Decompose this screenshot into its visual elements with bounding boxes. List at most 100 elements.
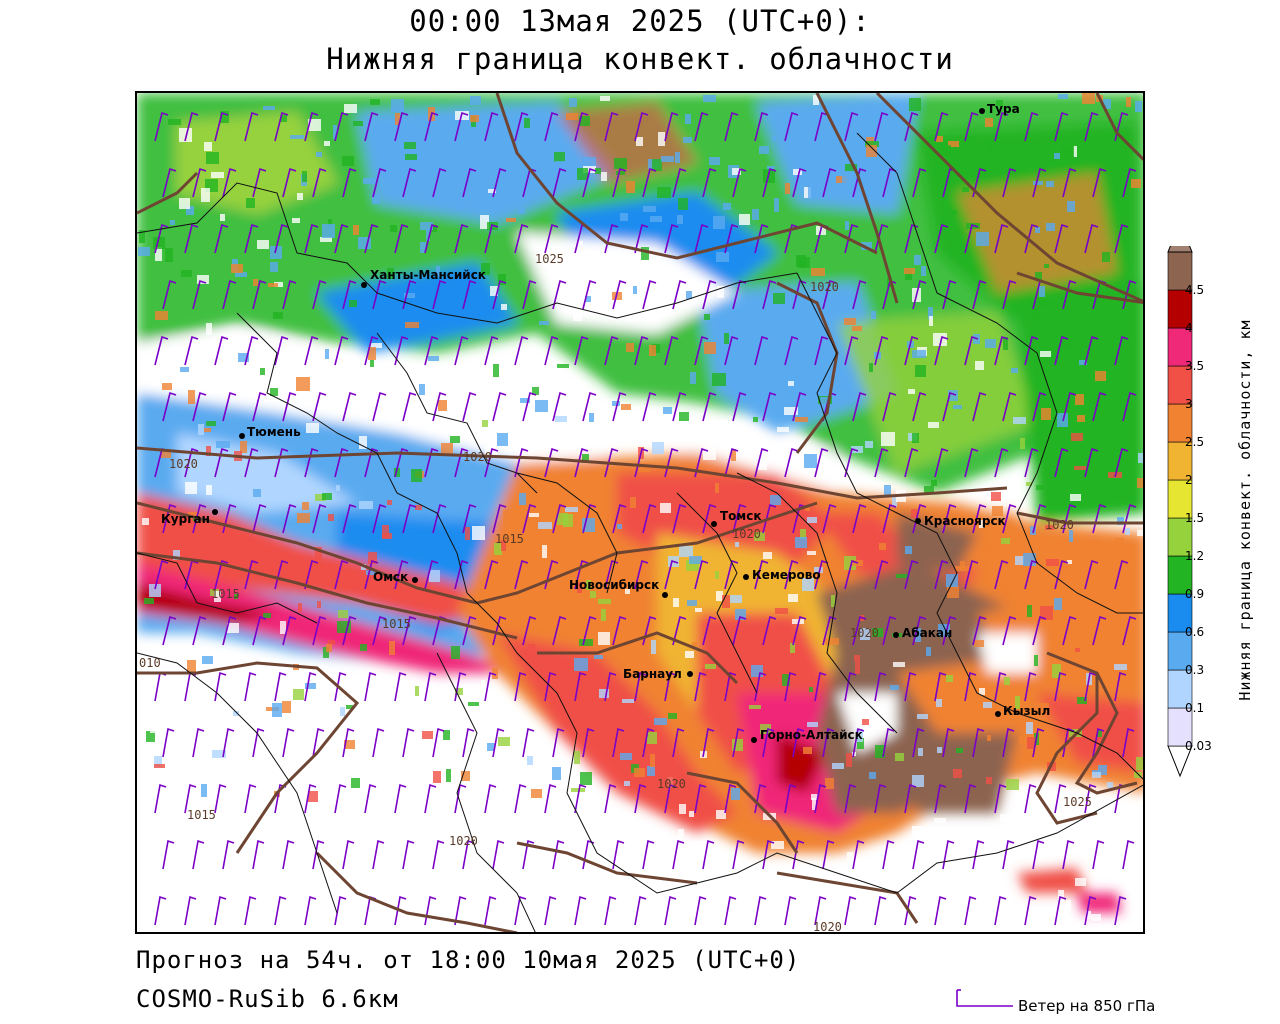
speckle	[326, 644, 332, 652]
wind-barb	[642, 839, 655, 870]
wind-barb	[822, 279, 837, 310]
wind-barb	[184, 783, 197, 814]
wind-barb	[454, 111, 469, 142]
speckle	[1067, 201, 1075, 212]
wind-barb	[192, 391, 207, 422]
city-kurgan[interactable]: Курган	[161, 509, 218, 526]
city-krasnoyarsk[interactable]: Красноярск	[915, 514, 1006, 528]
wind-barb	[1024, 895, 1037, 926]
speckle	[201, 784, 207, 797]
speckle	[214, 591, 221, 602]
speckle	[234, 594, 238, 599]
wind-barb	[454, 895, 467, 926]
wind-barb	[274, 335, 289, 366]
wind-barb	[604, 559, 619, 590]
speckle	[221, 854, 231, 867]
speckle	[470, 96, 481, 105]
speckle	[692, 841, 706, 852]
city-barnaul[interactable]: Барнаул	[623, 667, 693, 681]
wind-barb	[244, 223, 259, 254]
speckle	[985, 118, 993, 127]
speckle	[302, 171, 307, 182]
speckle	[321, 848, 331, 853]
colorbar-tick-label: 3.5	[1185, 359, 1205, 373]
wind-barbs	[154, 111, 1137, 926]
wind-barb	[514, 895, 527, 926]
wind-barb	[874, 447, 889, 478]
wind-barb	[912, 727, 925, 758]
wind-barb	[642, 727, 655, 758]
wind-barb	[732, 391, 747, 422]
speckle	[404, 142, 416, 149]
city-abakan[interactable]: Абакан	[893, 626, 952, 640]
speckle	[306, 423, 319, 433]
wind-barb	[274, 111, 289, 142]
speckle	[1106, 829, 1116, 838]
city-kemerovo[interactable]: Кемерово	[743, 568, 821, 582]
wind-barb	[1084, 895, 1097, 926]
speckle	[360, 644, 367, 651]
speckle	[1077, 415, 1085, 422]
wind-barb	[462, 167, 477, 198]
wind-barb	[582, 727, 595, 758]
speckle	[188, 390, 195, 404]
wind-barb	[822, 615, 837, 646]
speckle	[956, 748, 963, 753]
city-novosibirsk[interactable]: Новосибирск	[569, 578, 668, 598]
speckle	[595, 168, 601, 174]
wind-barb	[732, 615, 747, 646]
speckle	[324, 141, 330, 146]
wind-barb	[904, 671, 917, 702]
wind-barb	[244, 671, 257, 702]
city-omsk[interactable]: Омск	[373, 570, 418, 584]
city-khanty-mansiysk[interactable]: Ханты-Мансийск	[361, 268, 486, 288]
wind-barb	[882, 391, 897, 422]
speckle	[190, 836, 195, 841]
wind-barb	[364, 223, 379, 254]
wind-barb	[852, 839, 865, 870]
wind-barb	[762, 391, 777, 422]
speckle	[753, 417, 758, 422]
wind-barb	[462, 615, 477, 646]
city-kyzyl[interactable]: Кызыл	[995, 704, 1050, 718]
wind-barb	[214, 335, 229, 366]
speckle	[621, 404, 631, 410]
wind-barb	[372, 391, 387, 422]
wind-barb	[484, 111, 499, 142]
wind-barb	[934, 111, 949, 142]
wind-barb	[784, 783, 797, 814]
speckle	[322, 224, 335, 238]
speckle	[308, 817, 313, 823]
city-label: Кызыл	[1003, 704, 1050, 718]
speckle	[221, 907, 233, 920]
speckle	[359, 436, 367, 449]
wind-barb	[882, 615, 897, 646]
speckle	[316, 152, 322, 157]
city-tura[interactable]: Тура	[979, 102, 1020, 116]
wind-barb	[372, 839, 385, 870]
speckle	[895, 753, 904, 761]
speckle	[1015, 696, 1020, 709]
model-name: COSMO-RuSib 6.6км	[136, 985, 399, 1013]
wind-barb	[792, 839, 805, 870]
speckle	[777, 354, 791, 361]
wind-barb	[1032, 615, 1047, 646]
wind-barb	[334, 783, 347, 814]
wind-barb	[994, 335, 1009, 366]
speckle	[716, 810, 726, 819]
city-tomsk[interactable]: Томск	[711, 509, 762, 527]
isobar-label: 1020	[810, 280, 839, 294]
speckle	[872, 628, 883, 637]
wind-barb	[222, 167, 237, 198]
speckle	[845, 221, 849, 230]
speckle	[1144, 538, 1145, 542]
city-tyumen[interactable]: Тюмень	[239, 425, 301, 439]
speckle	[149, 584, 161, 597]
speckle	[317, 601, 321, 608]
speckle	[372, 193, 380, 204]
speckle	[525, 880, 529, 888]
forecast-map[interactable]: 1025 1020 1020 1020 1015 1015 1015 010 1…	[135, 91, 1145, 934]
speckle	[905, 546, 912, 554]
wind-barb	[604, 783, 617, 814]
city-gorno-altaysk[interactable]: Горно-Алтайск	[751, 728, 863, 743]
